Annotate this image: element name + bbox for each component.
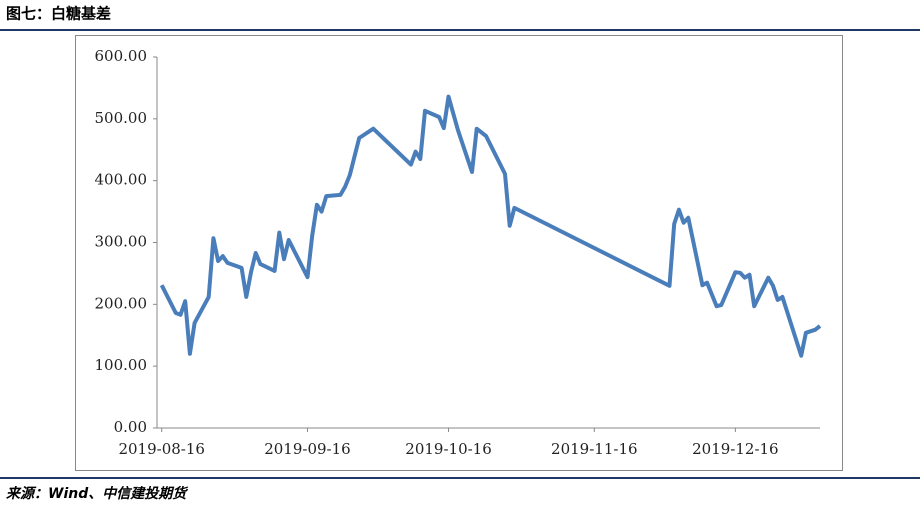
y-tick-label: 400.00 <box>95 171 148 189</box>
data-line <box>159 94 822 358</box>
x-tick-label: 2019-11-16 <box>551 440 637 458</box>
x-tick-label: 2019-08-16 <box>118 440 204 458</box>
x-tick-label: 2019-12-16 <box>692 440 778 458</box>
y-tick-label: 600.00 <box>95 47 148 65</box>
y-tick-label: 100.00 <box>95 356 148 374</box>
y-tick-label: 200.00 <box>95 294 148 312</box>
x-tick-label: 2019-10-16 <box>405 440 491 458</box>
plot-frame <box>75 35 843 471</box>
x-tick-label: 2019-09-16 <box>264 440 350 458</box>
y-tick-label: 500.00 <box>95 109 148 127</box>
y-tick-label: 0.00 <box>114 418 147 436</box>
source-note: 来源：Wind、中信建投期货 <box>6 485 188 502</box>
y-tick-label: 300.00 <box>95 233 148 251</box>
chart-title: 图七：白糖基差 <box>6 5 111 23</box>
